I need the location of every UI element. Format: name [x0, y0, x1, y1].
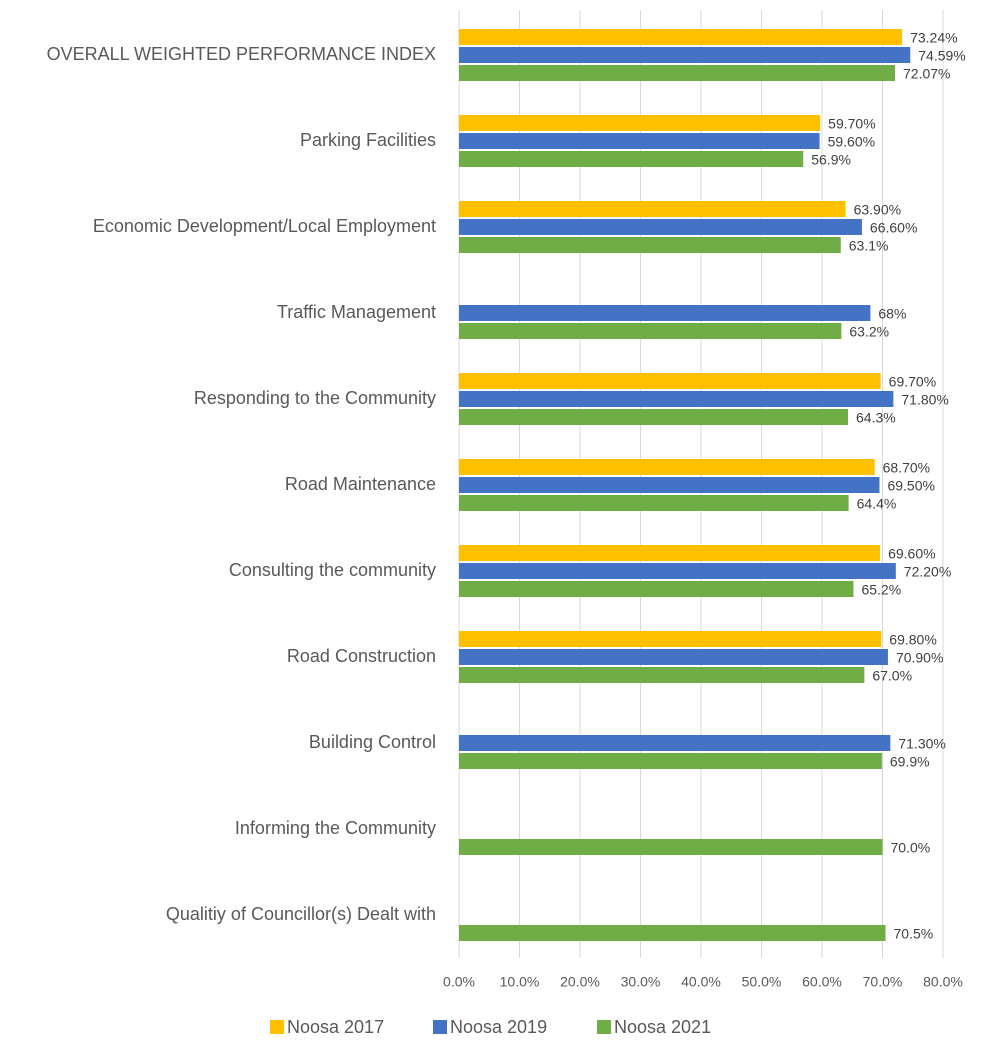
value-label: 70.0%: [891, 840, 931, 856]
value-label: 59.60%: [828, 134, 875, 150]
bar: [459, 667, 865, 683]
legend-swatch: [270, 1020, 284, 1034]
value-label: 67.0%: [872, 668, 912, 684]
bar: [459, 219, 862, 235]
category-label: Parking Facilities: [300, 130, 436, 150]
bar: [459, 459, 875, 475]
value-label: 63.1%: [849, 238, 889, 254]
x-tick-label: 10.0%: [500, 974, 540, 990]
value-label: 69.50%: [887, 478, 934, 494]
category-label: Building Control: [309, 732, 436, 752]
category-label: Informing the Community: [235, 818, 436, 838]
value-label: 70.90%: [896, 650, 943, 666]
bar: [459, 477, 880, 493]
value-label: 71.80%: [901, 392, 948, 408]
value-label: 71.30%: [898, 736, 945, 752]
value-label: 72.20%: [904, 564, 951, 580]
value-label: 64.3%: [856, 410, 896, 426]
x-tick-label: 30.0%: [621, 974, 661, 990]
bar: [459, 581, 854, 597]
legend-label: Noosa 2017: [287, 1017, 384, 1037]
bar: [459, 133, 820, 149]
x-tick-label: 70.0%: [863, 974, 903, 990]
value-label: 72.07%: [903, 66, 950, 82]
x-tick-label: 60.0%: [802, 974, 842, 990]
category-label: Road Maintenance: [285, 474, 436, 494]
value-label: 56.9%: [811, 152, 851, 168]
bar: [459, 391, 894, 407]
category-label: OVERALL WEIGHTED PERFORMANCE INDEX: [47, 44, 436, 64]
bar: [459, 735, 891, 751]
legend-swatch: [597, 1020, 611, 1034]
category-label: Responding to the Community: [194, 388, 436, 408]
value-label: 69.9%: [890, 754, 930, 770]
category-label: Economic Development/Local Employment: [93, 216, 436, 236]
x-tick-label: 20.0%: [560, 974, 600, 990]
bar: [459, 47, 911, 63]
bar: [459, 563, 896, 579]
value-label: 69.70%: [889, 374, 936, 390]
value-label: 73.24%: [910, 30, 957, 46]
bar: [459, 65, 896, 81]
bar: [459, 201, 846, 217]
bar: [459, 305, 871, 321]
category-label: Traffic Management: [277, 302, 436, 322]
value-label: 63.90%: [854, 202, 901, 218]
category-label: Road Construction: [287, 646, 436, 666]
value-label: 74.59%: [918, 48, 965, 64]
value-label: 66.60%: [870, 220, 917, 236]
value-label: 68.70%: [883, 460, 930, 476]
value-label: 69.80%: [889, 632, 936, 648]
bar: [459, 495, 849, 511]
bar: [459, 151, 804, 167]
value-label: 63.2%: [849, 324, 889, 340]
value-label: 59.70%: [828, 116, 875, 132]
value-label: 69.60%: [888, 546, 935, 562]
value-label: 68%: [878, 306, 906, 322]
x-tick-label: 80.0%: [923, 974, 963, 990]
x-tick-label: 40.0%: [681, 974, 721, 990]
legend-label: Noosa 2021: [614, 1017, 711, 1037]
bar: [459, 409, 849, 425]
bar: [459, 649, 888, 665]
bar: [459, 115, 821, 131]
x-tick-label: 50.0%: [742, 974, 782, 990]
bar: [459, 545, 881, 561]
value-label: 70.5%: [894, 926, 934, 942]
category-label: Consulting the community: [229, 560, 436, 580]
legend-swatch: [433, 1020, 447, 1034]
category-label: Qualitiy of Councillor(s) Dealt with: [166, 904, 436, 924]
value-label: 65.2%: [861, 582, 901, 598]
bar: [459, 237, 841, 253]
bar: [459, 753, 882, 769]
bar: [459, 373, 881, 389]
x-tick-label: 0.0%: [443, 974, 475, 990]
bar: [459, 29, 903, 45]
bar: [459, 839, 883, 855]
bar: [459, 925, 886, 941]
bar: [459, 323, 842, 339]
value-label: 64.4%: [857, 496, 897, 512]
bar: [459, 631, 882, 647]
legend-label: Noosa 2019: [450, 1017, 547, 1037]
